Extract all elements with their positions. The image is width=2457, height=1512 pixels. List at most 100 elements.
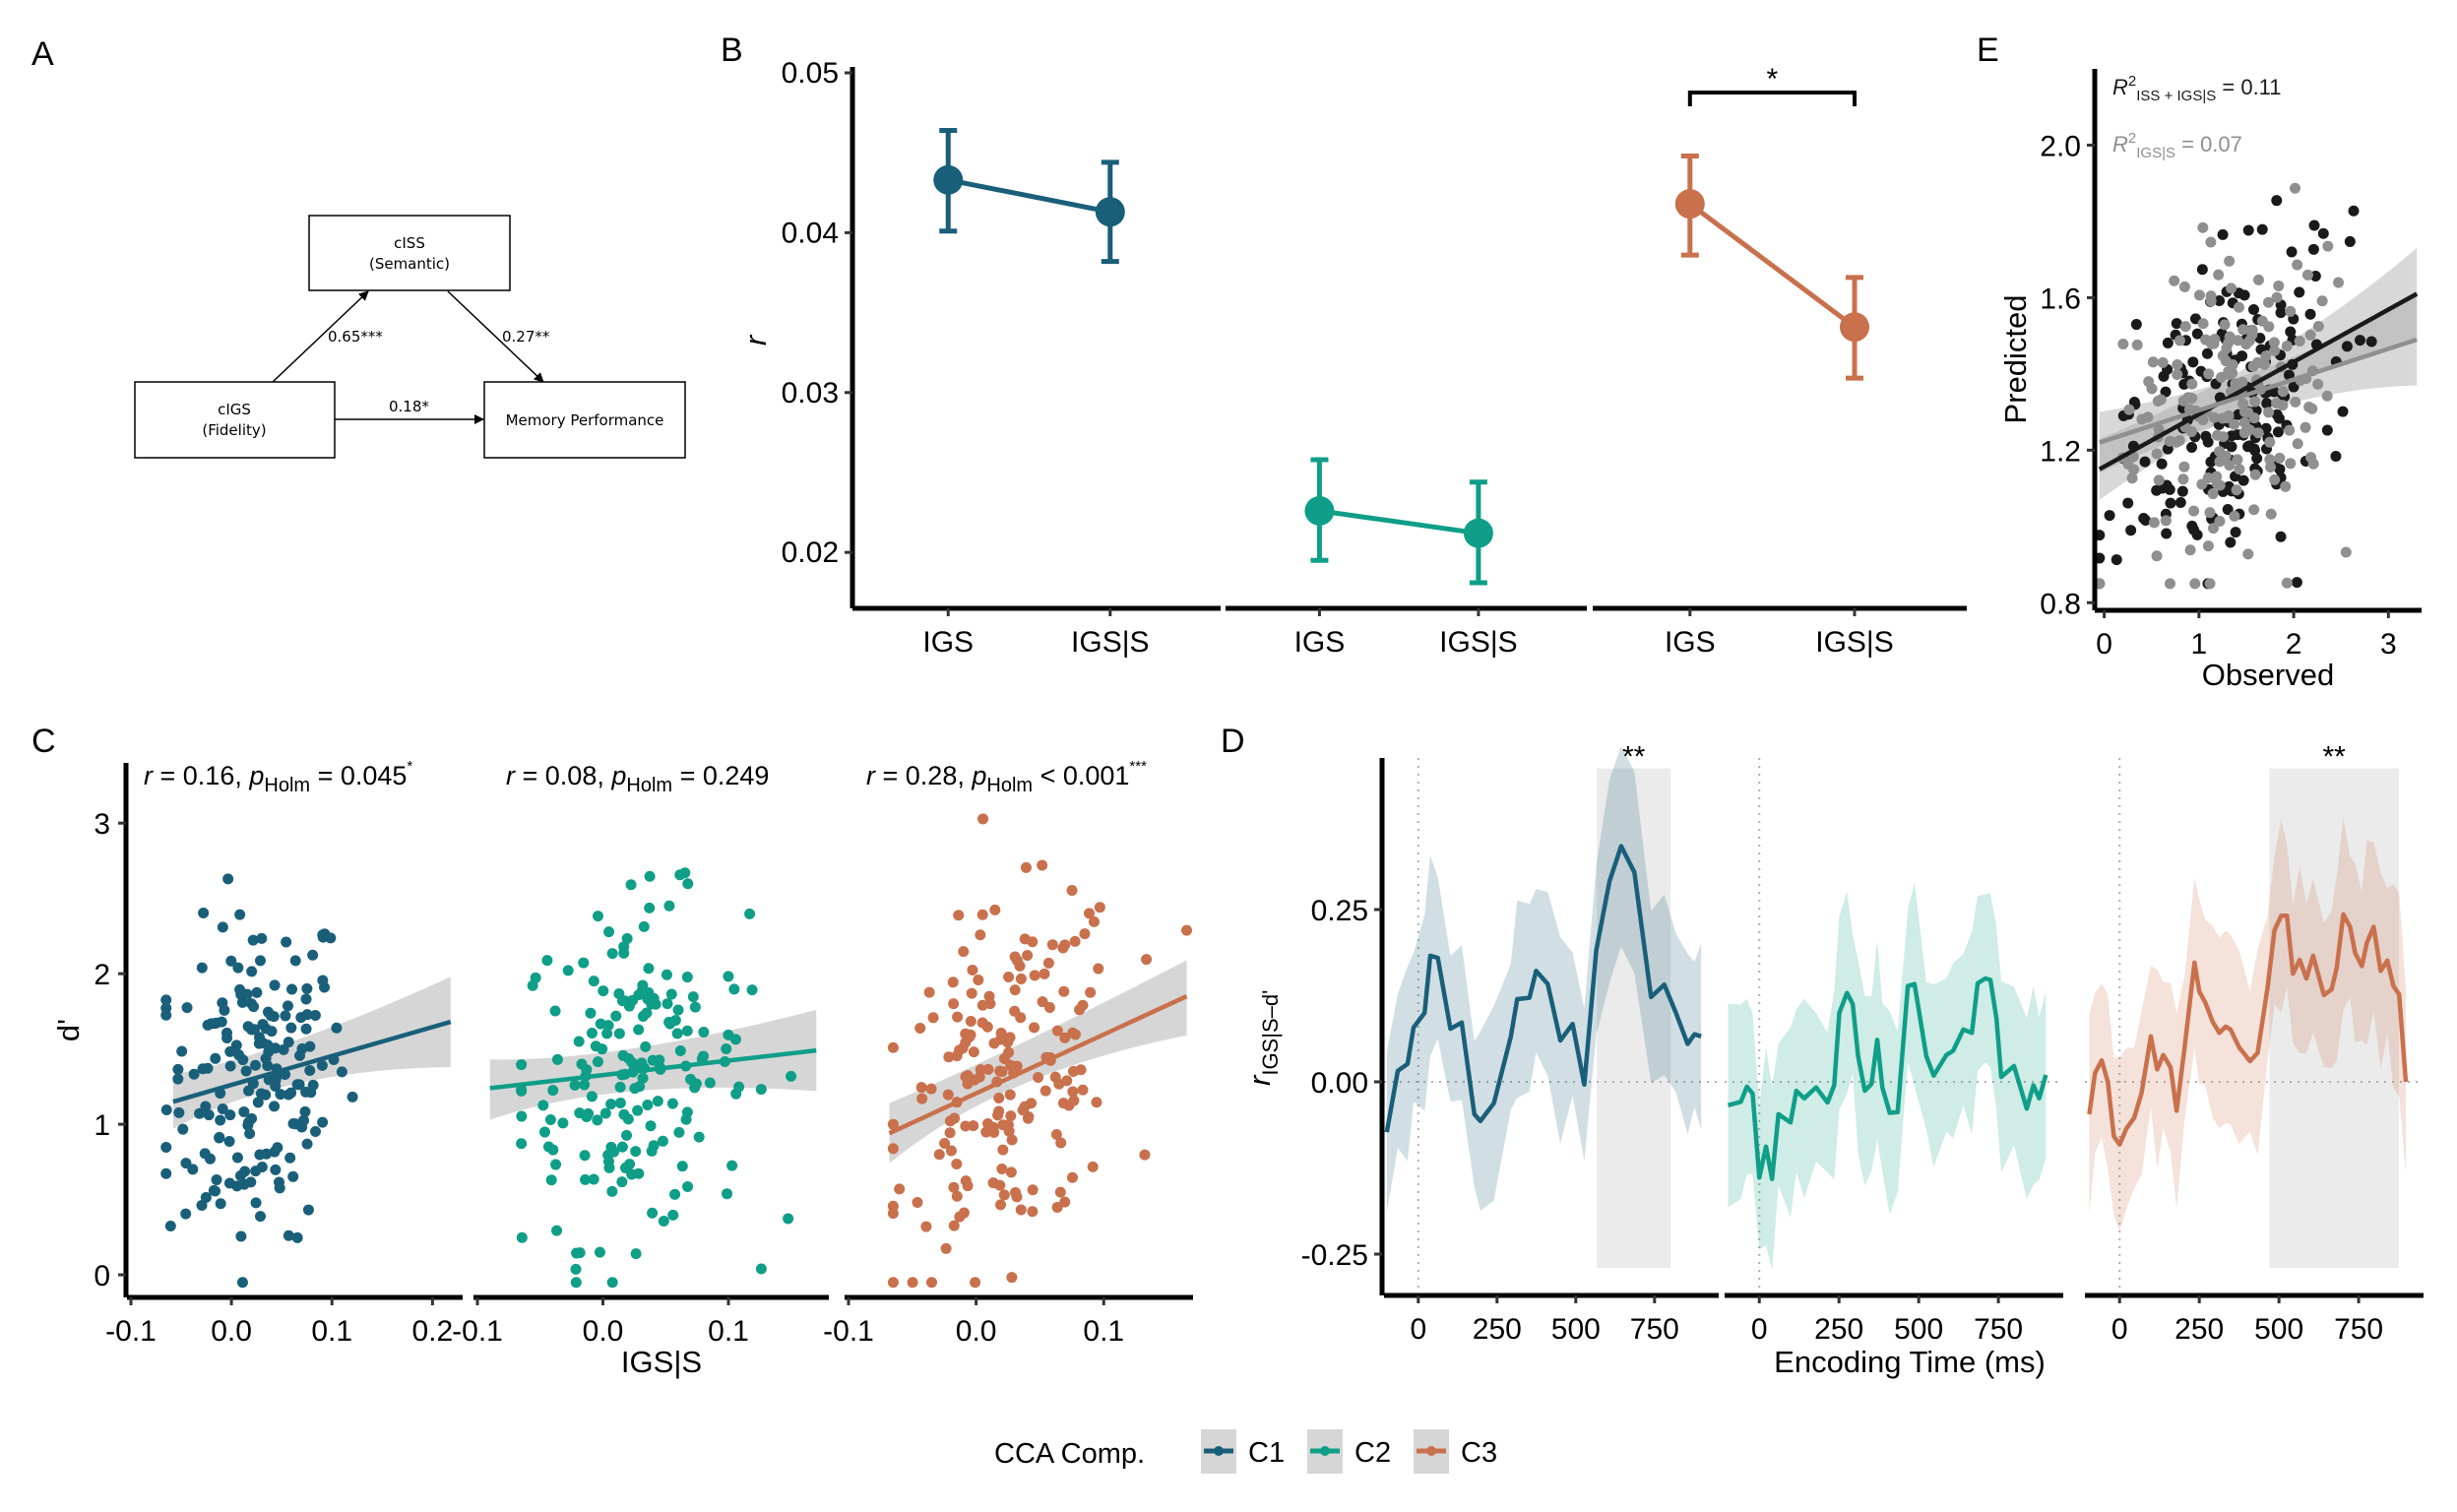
panel-c-x-tick-label: 0.1: [708, 1315, 749, 1348]
panel-c-point-C2: [697, 1050, 709, 1062]
panel-e-point: [2216, 371, 2228, 383]
panel-e-point: [2233, 301, 2244, 313]
panel-c-point-C2: [549, 1005, 561, 1017]
panel-c-x-tick-label: -0.1: [823, 1315, 874, 1348]
panel-c-point-C3: [907, 1277, 918, 1289]
panel-d-x-tick-label: 500: [2254, 1313, 2303, 1346]
panel-e-point: [2200, 334, 2212, 346]
panel-c-point-C2: [557, 1117, 569, 1129]
panel-c-point-C1: [257, 1019, 269, 1031]
panel-e-point: [2123, 404, 2135, 415]
svg-text:rIGS|S–d': rIGS|S–d': [1242, 990, 1283, 1086]
panel-c-point-C3: [1042, 957, 1054, 969]
panel-c-point-C2: [674, 1044, 686, 1056]
panel-e-point: [2128, 396, 2140, 408]
panel-e-y-tick-label: 1.6: [2040, 283, 2081, 315]
legend-item-label: C1: [1248, 1437, 1285, 1469]
panel-c-point-C2: [630, 1146, 642, 1158]
panel-c-point-C2: [687, 991, 699, 1003]
panel-c-point-C3: [1069, 935, 1081, 947]
panel-e-point: [2280, 480, 2292, 492]
panel-e-point: [2292, 259, 2303, 271]
panel-c-point-C2: [729, 1034, 741, 1045]
panel-c-point-C2: [569, 1079, 581, 1091]
panel-e-point: [2217, 431, 2229, 443]
panel-c-point-C1: [293, 1079, 305, 1091]
panel-c-point-C1: [252, 1097, 264, 1108]
panel-c-point-C2: [616, 1176, 628, 1188]
panel-d-x-axis-title: Encoding Time (ms): [1774, 1345, 2046, 1379]
panel-c-point-C3: [1094, 902, 1105, 914]
panel-c-point-C1: [210, 1052, 221, 1064]
annotation-part: 0.249: [703, 761, 770, 790]
predictor-label-line2: (Fidelity): [202, 421, 266, 439]
panel-c-point-C1: [302, 1204, 314, 1216]
panel-e-y-tick-label: 1.2: [2040, 435, 2081, 468]
panel-label-a: A: [32, 35, 54, 73]
panel-label-d: D: [1221, 723, 1245, 760]
panel-c-point-C1: [239, 1166, 251, 1177]
panel-b-y-axis-title: r: [738, 334, 773, 346]
panel-e-point: [2171, 318, 2182, 330]
panel-e-point: [2232, 454, 2243, 466]
panel-e-point: [2143, 376, 2155, 388]
panel-c-point-C3: [1040, 1085, 1051, 1097]
predictor-box: [134, 381, 336, 459]
panel-e-point: [2211, 471, 2223, 482]
annotation-part: Holm: [626, 775, 672, 796]
panel-c-point-C3: [914, 1022, 926, 1034]
panel-e-point: [2136, 413, 2148, 425]
panel-e-point: [2207, 488, 2219, 500]
legend-item-C2: C2: [1307, 1429, 1391, 1474]
panel-c-point-C3: [887, 1118, 899, 1130]
panel-c-point-C1: [232, 1049, 244, 1061]
panel-c-point-C3: [960, 1037, 972, 1048]
panel-c-point-C2: [646, 1145, 658, 1157]
panel-e-point: [2292, 438, 2303, 450]
annotation-part: R: [2112, 75, 2128, 99]
panel-c-point-C3: [940, 1242, 952, 1254]
panel-c-point-C1: [200, 1101, 212, 1112]
panel-c-point-C1: [245, 1176, 257, 1188]
panel-e-point: [2300, 421, 2311, 433]
panel-e-point: [2283, 369, 2295, 381]
panel-c-point-C3: [996, 1066, 1008, 1078]
panel-c-point-C3: [965, 1016, 976, 1028]
panel-c-point-C3: [975, 1064, 986, 1076]
panel-c-point-C2: [606, 948, 618, 960]
panel-e-point: [2237, 398, 2249, 410]
panel-e-point: [2147, 356, 2159, 368]
panel-e-point: [2227, 358, 2238, 370]
panel-c-point-C3: [1051, 1201, 1063, 1213]
panel-c-point-C1: [200, 1192, 212, 1204]
panel-e-point: [2294, 286, 2305, 298]
panel-c-point-C1: [275, 1089, 286, 1101]
annotation-part: Holm: [264, 775, 310, 796]
panel-d-x-tick-label: 0: [1410, 1313, 1426, 1346]
panel-c-point-C1: [254, 1149, 266, 1161]
panel-e-point: [2317, 227, 2329, 239]
panel-c-point-C3: [1046, 939, 1058, 951]
panel-e-point: [2249, 469, 2261, 480]
panel-e-point: [2271, 291, 2283, 303]
panel-c-point-C3: [973, 974, 984, 985]
panel-c-point-C3: [996, 1163, 1008, 1174]
panel-d-y-tick-label: 0.00: [1311, 1067, 1368, 1100]
panel-c-point-C2: [634, 1081, 646, 1093]
panel-c-x-tick-label: 0.2: [412, 1315, 454, 1348]
panel-e-point: [2130, 319, 2142, 331]
panel-e-point: [2188, 505, 2200, 517]
panel-c-point-C1: [301, 982, 313, 994]
panel-c-point-C1: [248, 1001, 260, 1013]
panel-c-point-C3: [1084, 908, 1096, 919]
panel-e-point: [2126, 472, 2138, 484]
panel-c-point-C2: [538, 1126, 550, 1138]
panel-c-point-C2: [662, 998, 673, 1010]
panel-c-point-C1: [289, 955, 301, 967]
panel-c-point-C1: [317, 929, 329, 941]
panel-c-point-C1: [217, 997, 228, 1009]
panel-c-point-C3: [958, 1207, 970, 1219]
panel-e-point: [2305, 452, 2317, 464]
panel-c-point-C1: [270, 1080, 282, 1092]
